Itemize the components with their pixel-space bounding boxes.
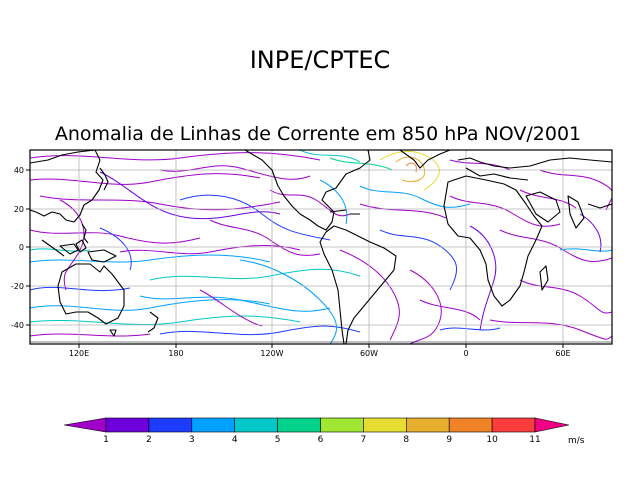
colorbar-segment xyxy=(234,417,278,433)
colorbar-segment xyxy=(63,417,107,433)
lat-tick-40n: 40 xyxy=(14,166,24,175)
latitude-ticks: 40 20 0 -20 -40 xyxy=(11,166,30,330)
streamline xyxy=(119,245,301,255)
streamline xyxy=(439,327,501,331)
map-title: Anomalia de Linhas de Corrente em 850 hP… xyxy=(55,123,581,145)
colorbar-tick-label: 6 xyxy=(318,435,324,445)
streamline xyxy=(519,279,612,314)
colorbar-tick-label: 8 xyxy=(403,435,409,445)
streamline xyxy=(409,269,442,344)
lat-tick-eq: 0 xyxy=(19,243,24,252)
streamline xyxy=(519,189,577,209)
streamline xyxy=(359,185,471,208)
streamline xyxy=(59,199,85,291)
streamline xyxy=(449,195,561,227)
colorbar-segment xyxy=(191,417,236,433)
streamline xyxy=(30,333,151,337)
colorbar-segment xyxy=(320,417,364,433)
lon-tick-60w: 60W xyxy=(360,349,378,358)
coastlines xyxy=(30,150,612,344)
streamline xyxy=(30,286,131,292)
longitude-ticks: 120E 180 120W 60W 0 60E xyxy=(69,344,571,358)
colorbar-segment xyxy=(277,417,321,433)
streamline xyxy=(379,151,440,191)
colorbar-tick-label: 7 xyxy=(361,435,367,445)
colorbar-segment xyxy=(148,417,193,433)
lat-tick-20s: -20 xyxy=(11,282,24,291)
lon-tick-120e: 120E xyxy=(69,349,89,358)
streamline xyxy=(179,194,331,241)
streamline xyxy=(209,219,321,256)
streamline xyxy=(499,229,612,263)
colorbar-units: m/s xyxy=(568,436,585,446)
streamline xyxy=(30,248,91,252)
streamline xyxy=(30,299,271,311)
colorbar-tick-label: 10 xyxy=(486,435,498,445)
colorbar-tick-label: 1 xyxy=(103,435,109,445)
streamline xyxy=(469,225,497,331)
gridlines xyxy=(30,150,612,344)
streamline xyxy=(395,156,426,182)
colorbar: 1 2 3 4 5 6 7 8 9 10 11 xyxy=(63,417,570,445)
streamline xyxy=(30,315,301,326)
streamline xyxy=(419,299,481,321)
streamline xyxy=(489,319,612,340)
colorbar-tick-label: 3 xyxy=(189,435,195,445)
colorbar-segment xyxy=(534,417,570,433)
lon-tick-60e: 60E xyxy=(555,349,570,358)
streamline xyxy=(39,195,281,211)
streamline xyxy=(139,295,331,312)
org-title: INPE/CPTEC xyxy=(250,46,391,74)
streamline xyxy=(379,229,458,291)
streamline xyxy=(239,259,338,344)
streamline xyxy=(30,152,321,161)
colorbar-tick-label: 9 xyxy=(446,435,452,445)
streamline xyxy=(30,254,271,263)
lat-tick-20n: 20 xyxy=(14,205,24,214)
lon-tick-0: 0 xyxy=(463,349,468,358)
streamline xyxy=(199,289,263,327)
colorbar-segment xyxy=(105,417,150,433)
streamline xyxy=(299,150,361,163)
streamline xyxy=(329,157,393,171)
colorbar-segment xyxy=(448,417,493,433)
colorbar-segment xyxy=(363,417,407,433)
streamline xyxy=(159,325,361,336)
streamline xyxy=(99,227,132,271)
streamline xyxy=(539,169,612,211)
colorbar-tick-label: 2 xyxy=(146,435,152,445)
colorbar-tick-label: 11 xyxy=(529,435,540,445)
lon-tick-180: 180 xyxy=(168,349,183,358)
lon-tick-120w: 120W xyxy=(260,349,283,358)
lat-tick-40s: -40 xyxy=(11,321,24,330)
streamline xyxy=(30,229,201,244)
colorbar-tick-label: 5 xyxy=(275,435,281,445)
streamline xyxy=(339,249,400,341)
streamlines xyxy=(30,150,612,344)
streamline xyxy=(559,248,612,252)
colorbar-segment xyxy=(491,417,536,433)
streamline xyxy=(99,171,281,220)
colorbar-segment xyxy=(405,417,450,433)
colorbar-tick-label: 4 xyxy=(232,435,238,445)
map-panel xyxy=(29,149,613,345)
streamline xyxy=(159,165,311,180)
streamline xyxy=(30,173,261,185)
streamline xyxy=(319,179,348,225)
